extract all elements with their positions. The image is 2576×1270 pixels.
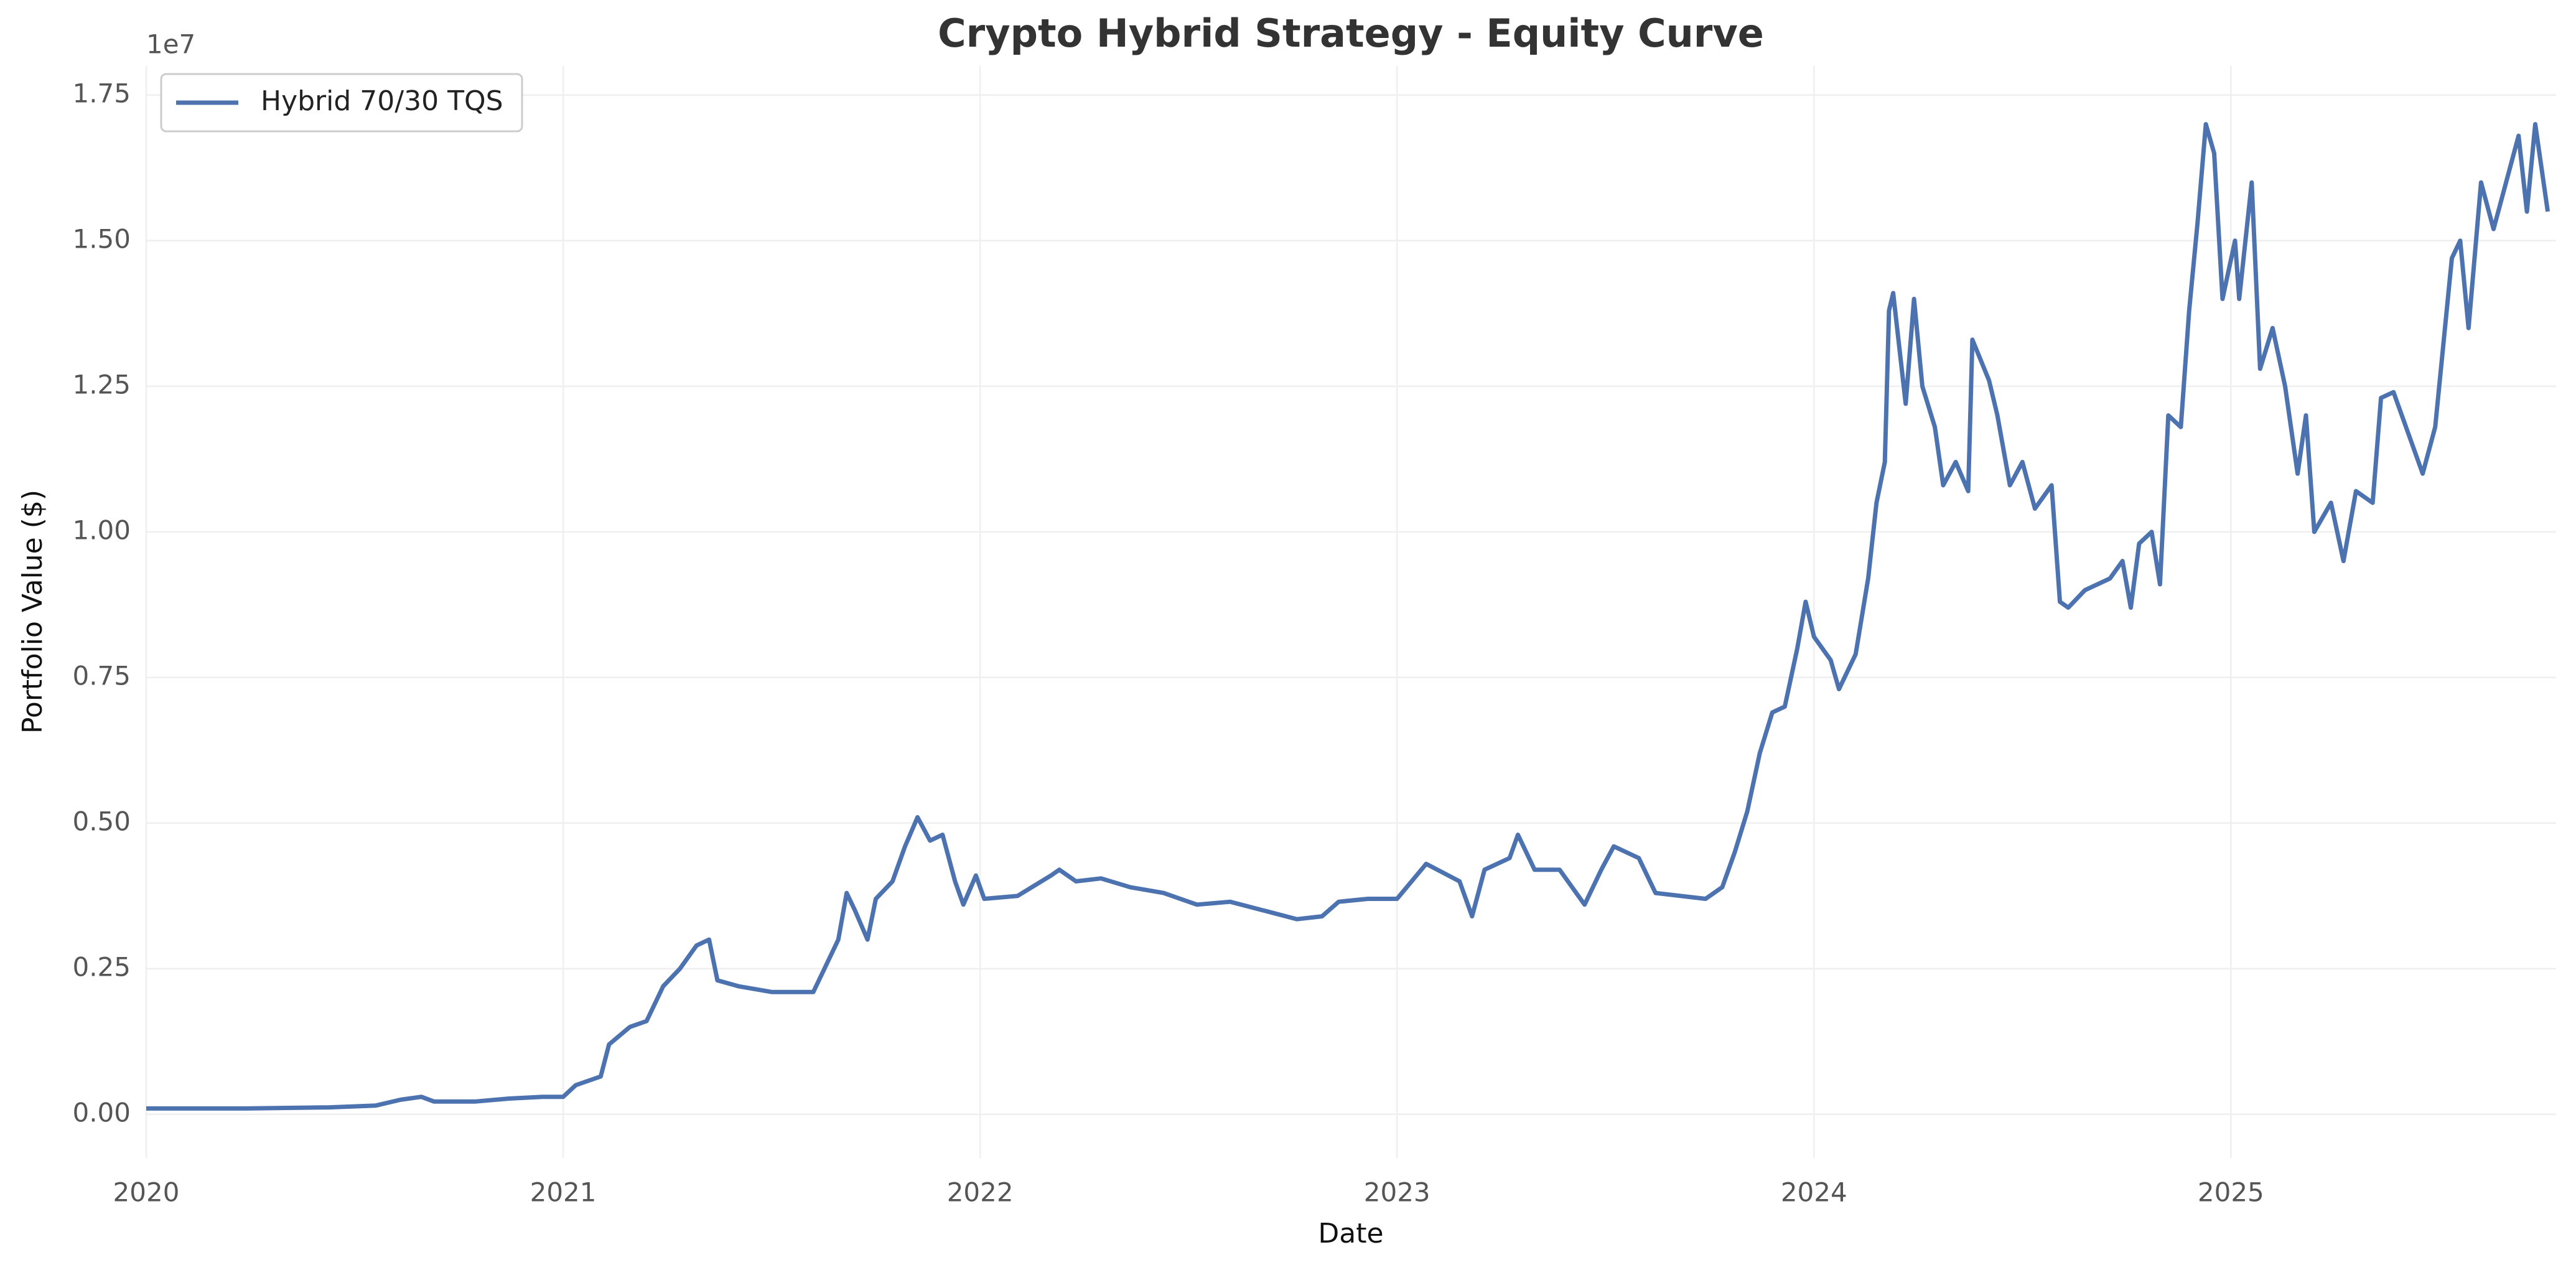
y-tick-label: 0.50 <box>72 806 131 836</box>
x-tick-label: 2020 <box>113 1177 180 1208</box>
legend-box <box>160 73 523 133</box>
y-tick-label: 1.00 <box>72 515 131 545</box>
x-tick-label: 2024 <box>1781 1177 1847 1208</box>
y-offset-label: 1e7 <box>146 29 195 60</box>
x-tick-label: 2025 <box>2198 1177 2264 1208</box>
y-tick-label: 1.50 <box>72 223 131 254</box>
y-tick-label: 0.25 <box>72 951 131 982</box>
series-line <box>146 122 2550 1111</box>
x-axis-label: Date <box>1318 1218 1383 1249</box>
chart-title: Crypto Hybrid Strategy - Equity Curve <box>938 11 1764 56</box>
x-tick-label: 2022 <box>947 1177 1014 1208</box>
y-tick-label: 1.75 <box>72 78 131 108</box>
x-tick-label: 2021 <box>530 1177 597 1208</box>
x-tick-label: 2023 <box>1364 1177 1430 1208</box>
legend-label: Hybrid 70/30 TQS <box>261 85 503 117</box>
y-tick-label: 0.00 <box>72 1097 131 1128</box>
y-tick-label: 1.25 <box>72 369 131 399</box>
legend: Hybrid 70/30 TQS <box>160 73 523 133</box>
y-axis-label: Portfolio Value ($) <box>17 490 49 734</box>
y-tick-label: 0.75 <box>72 660 131 691</box>
